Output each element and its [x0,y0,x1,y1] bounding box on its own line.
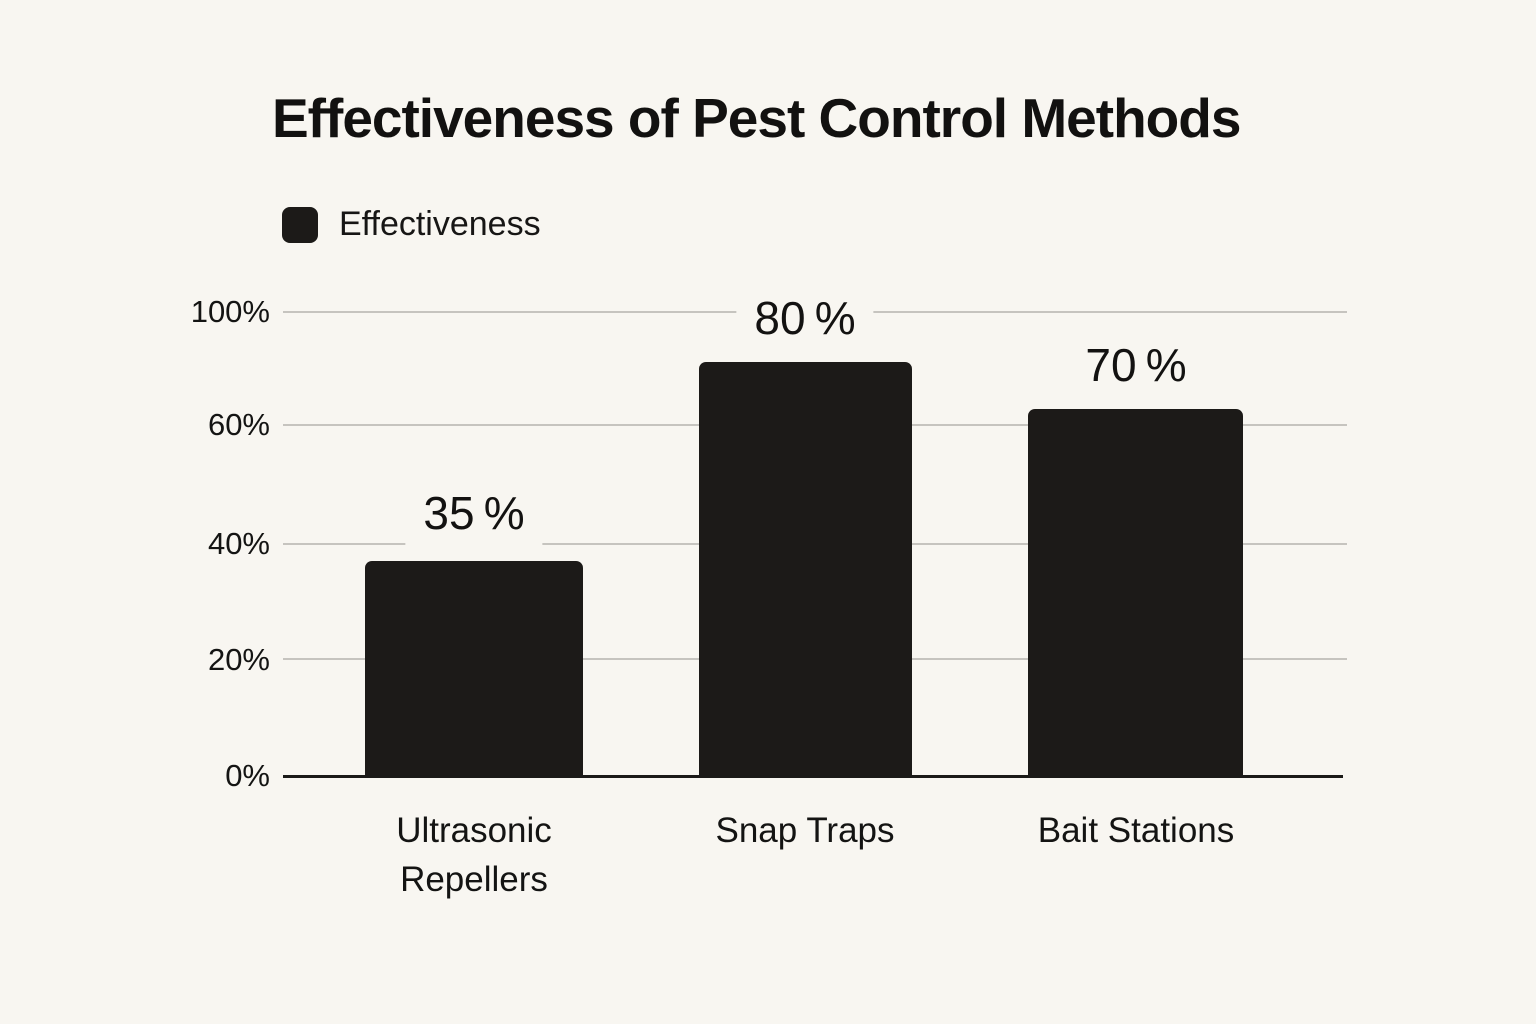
x-axis-line [283,775,1343,778]
y-tick-40: 40% [207,526,270,561]
y-tick-0: 0% [225,758,270,793]
y-tick-100: 100% [190,294,270,329]
x-label-line-2: Repellers [400,860,548,899]
x-label-snap-traps: Snap Traps [715,811,895,850]
bar-snap-traps [699,362,912,776]
y-tick-60: 60% [207,407,270,442]
x-label-line-1: Ultrasonic [396,811,552,850]
y-tick-20: 20% [207,642,270,677]
value-label-ultrasonic-repellers: 35 % [405,487,543,545]
bar-bait-stations [1028,409,1243,776]
chart-title: Effectiveness of Pest Control Methods [272,87,1241,149]
legend: Effectiveness [282,205,541,244]
legend-swatch [282,206,318,243]
bar-ultrasonic-repellers [365,561,583,776]
x-label-bait-stations: Bait Stations [1037,811,1235,850]
value-label-snap-traps: 80 % [736,292,874,350]
x-label-ultrasonic-repellers: Ultrasonic Repellers [396,806,552,904]
value-label-bait-stations: 70 % [1067,339,1205,397]
legend-label: Effectiveness [339,205,541,243]
